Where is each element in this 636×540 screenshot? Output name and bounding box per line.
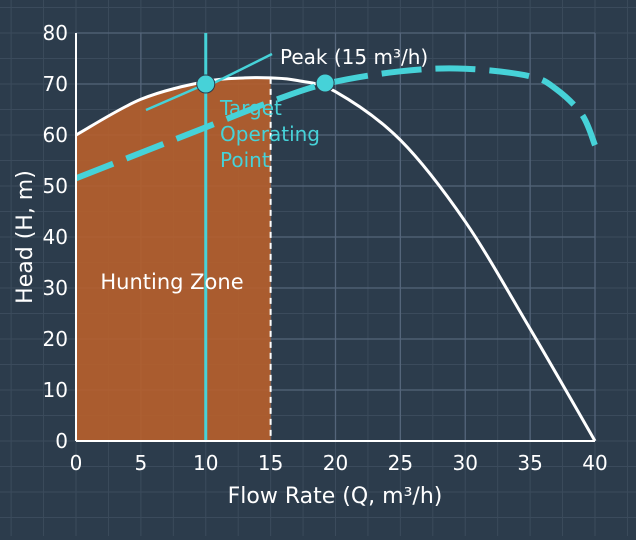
point-markers bbox=[196, 73, 335, 94]
y-tick-label: 30 bbox=[43, 276, 68, 300]
zone-label: Hunting Zone bbox=[100, 270, 243, 294]
y-tick-label: 20 bbox=[43, 327, 68, 351]
target-leader-line bbox=[145, 82, 207, 112]
y-tick-label: 60 bbox=[43, 123, 68, 147]
y-tick-label: 50 bbox=[43, 174, 68, 198]
hunting-zone-fill bbox=[76, 77, 271, 442]
y-tick-label: 70 bbox=[43, 72, 68, 96]
target-annotation-line-3: Point bbox=[220, 148, 270, 172]
point-marker bbox=[315, 73, 335, 93]
x-tick-label: 35 bbox=[517, 451, 542, 475]
x-tick-label: 0 bbox=[70, 451, 83, 475]
x-tick-label: 5 bbox=[135, 451, 148, 475]
x-tick-label: 10 bbox=[193, 451, 218, 475]
y-axis-label: Head (H, m) bbox=[13, 170, 38, 304]
axes bbox=[75, 33, 595, 442]
x-tick-label: 20 bbox=[323, 451, 348, 475]
system-curve-line bbox=[74, 65, 598, 182]
y-tick-label: 0 bbox=[55, 429, 68, 453]
peak-annotation: Peak (15 m³/h) bbox=[280, 45, 428, 69]
x-axis-label: Flow Rate (Q, m³/h) bbox=[228, 484, 443, 509]
tick-labels: 0 5 10 15 20 25 30 35 40 0 10 20 30 40 50 60 70 80 bbox=[43, 21, 608, 475]
x-tick-label: 30 bbox=[453, 451, 478, 475]
x-tick-label: 25 bbox=[388, 451, 413, 475]
y-tick-label: 10 bbox=[43, 378, 68, 402]
y-tick-label: 40 bbox=[43, 225, 68, 249]
target-annotation-line-2: Operating bbox=[220, 122, 320, 146]
x-tick-label: 15 bbox=[258, 451, 283, 475]
x-tick-label: 40 bbox=[582, 451, 607, 475]
y-tick-label: 80 bbox=[43, 21, 68, 45]
target-annotation-line-1: Target bbox=[219, 96, 282, 120]
point-marker bbox=[196, 74, 216, 94]
